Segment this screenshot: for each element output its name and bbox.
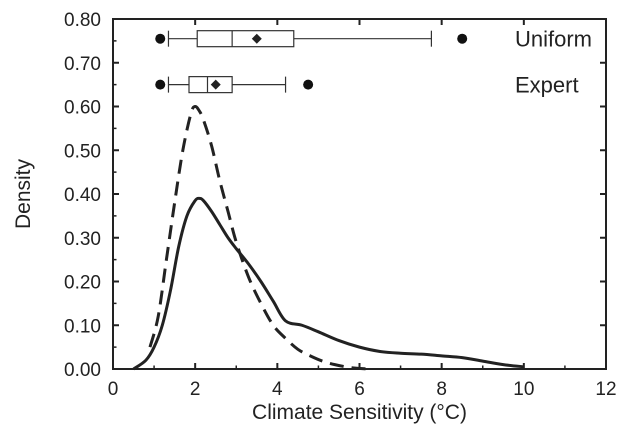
boxplot-uniform xyxy=(155,30,468,48)
y-tick-label: 0.60 xyxy=(64,98,101,119)
x-axis-label: Climate Sensitivity (°C) xyxy=(252,401,467,424)
outlier-point xyxy=(155,33,166,44)
boxplot-layer xyxy=(155,30,468,94)
y-tick-label: 0.30 xyxy=(64,229,101,250)
y-tick-label: 0.00 xyxy=(64,360,101,381)
outlier-point xyxy=(303,79,314,90)
y-tick-label: 0.70 xyxy=(64,54,101,75)
y-tick-label: 0.20 xyxy=(64,273,101,294)
x-tick-label: 0 xyxy=(108,379,119,400)
y-axis-label: Density xyxy=(12,158,35,229)
outlier-point xyxy=(155,79,166,90)
density-curve-uniform xyxy=(132,196,524,371)
x-tick-label: 8 xyxy=(436,379,447,400)
iqr-box xyxy=(196,30,295,48)
mean-marker xyxy=(251,33,262,44)
y-tick-label: 0.40 xyxy=(64,185,101,206)
outlier-point xyxy=(457,33,468,44)
x-tick-label: 4 xyxy=(272,379,283,400)
mean-marker xyxy=(210,79,221,90)
x-axis-ticks: 0 2 4 6 8 10 12 xyxy=(108,19,617,400)
y-tick-label: 0.10 xyxy=(64,316,101,337)
boxplot-expert xyxy=(155,76,314,94)
x-tick-label: 12 xyxy=(595,379,616,400)
x-tick-label: 2 xyxy=(190,379,201,400)
y-axis-ticks: 0.00 0.10 0.20 0.30 0.40 0.50 0.60 0.70 0.80 xyxy=(64,10,606,381)
y-tick-label: 0.80 xyxy=(64,10,101,31)
density-curves-layer xyxy=(132,104,524,371)
density-curve-expert xyxy=(148,104,368,371)
iqr-box xyxy=(188,76,233,94)
boxplot-label-expert: Expert xyxy=(515,73,579,98)
y-tick-label: 0.50 xyxy=(64,141,101,162)
x-tick-label: 6 xyxy=(354,379,365,400)
x-tick-label: 10 xyxy=(513,379,534,400)
plot-area-frame xyxy=(112,18,607,370)
boxplot-label-uniform: Uniform xyxy=(515,27,592,52)
